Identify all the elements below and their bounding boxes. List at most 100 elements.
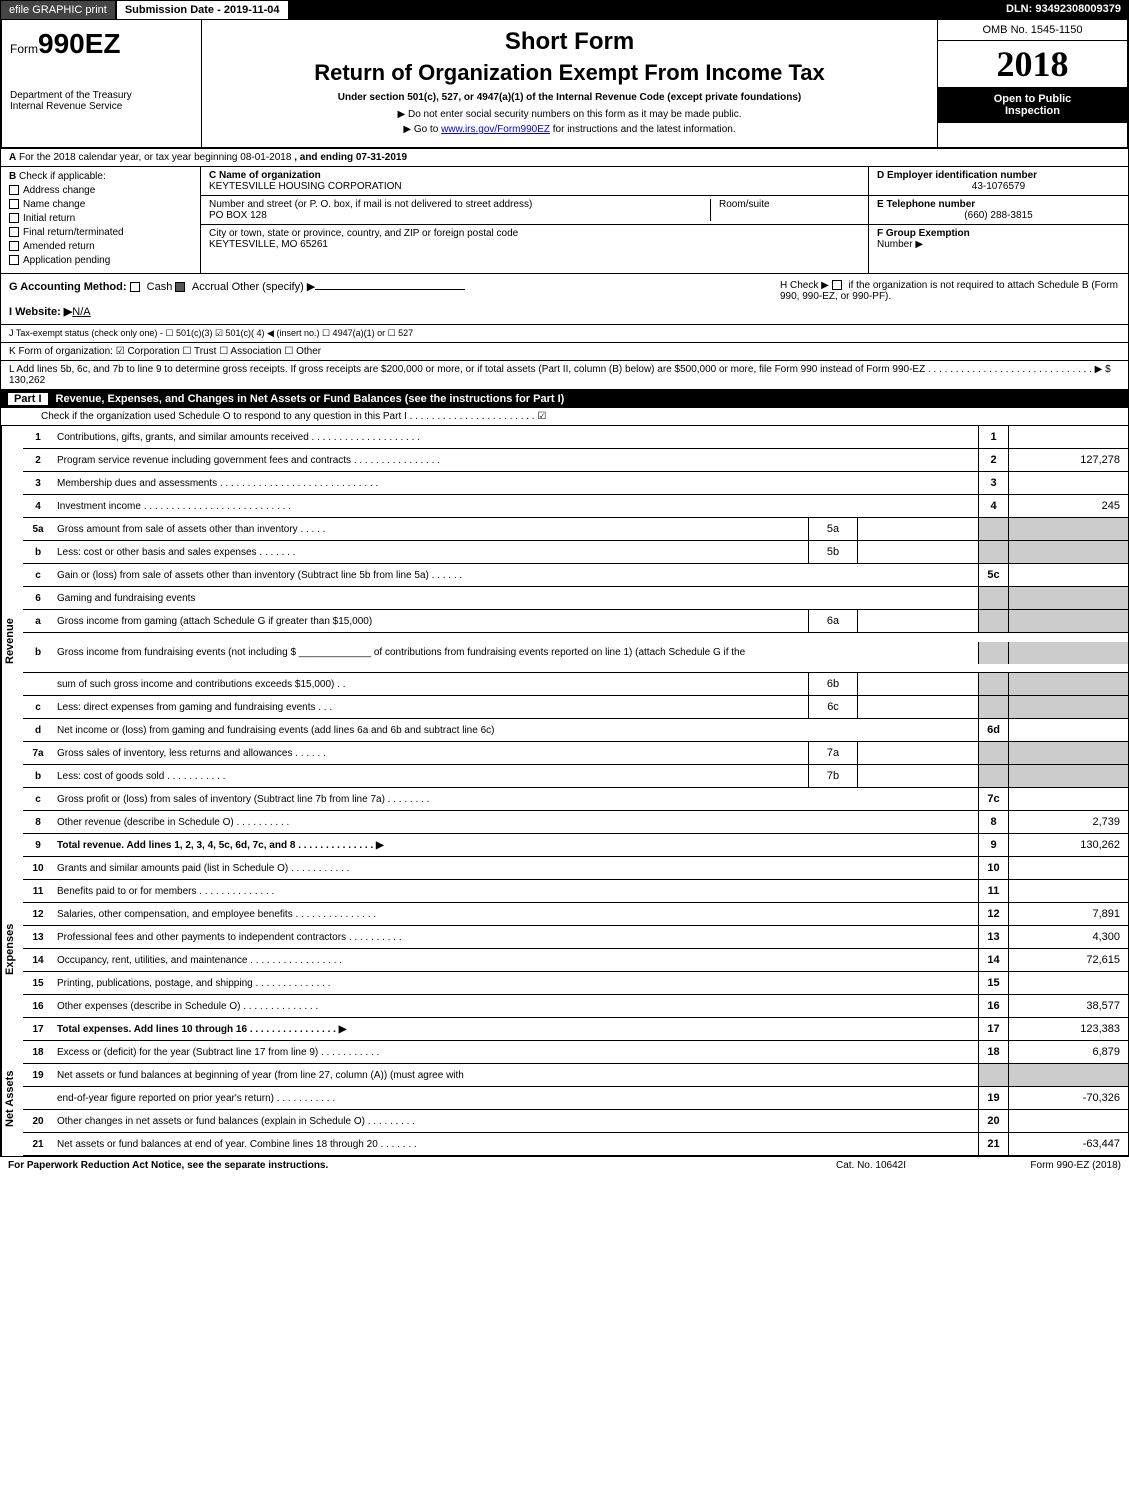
line-4-value: 245	[1008, 495, 1128, 517]
line-18-value: 6,879	[1008, 1041, 1128, 1063]
line-6c: cLess: direct expenses from gaming and f…	[23, 696, 1129, 719]
revenue-side-label: Revenue	[1, 426, 23, 857]
top-bar: efile GRAPHIC print Submission Date - 20…	[0, 0, 1129, 20]
line-10: 10Grants and similar amounts paid (list …	[23, 857, 1129, 880]
line-6d-value	[1008, 719, 1128, 741]
line-21: 21Net assets or fund balances at end of …	[23, 1133, 1129, 1156]
section-b: B Check if applicable: Address change Na…	[1, 167, 201, 273]
line-3-value	[1008, 472, 1128, 494]
line-5c-value	[1008, 564, 1128, 586]
line-19: 19Net assets or fund balances at beginni…	[23, 1064, 1129, 1087]
irs-link[interactable]: www.irs.gov/Form990EZ	[441, 124, 550, 135]
pending-checkbox[interactable]	[9, 255, 19, 265]
room-suite-label: Room/suite	[710, 199, 860, 221]
line-15-value	[1008, 972, 1128, 994]
line-5c: cGain or (loss) from sale of assets othe…	[23, 564, 1129, 587]
line-6b2: sum of such gross income and contributio…	[23, 673, 1129, 696]
part-1-label: Part I	[8, 393, 48, 405]
line-9: 9Total revenue. Add lines 1, 2, 3, 4, 5c…	[23, 834, 1129, 857]
section-k: K Form of organization: ☑ Corporation ☐ …	[0, 343, 1129, 361]
line-6d: dNet income or (loss) from gaming and fu…	[23, 719, 1129, 742]
instruction-2: ▶ Go to www.irs.gov/Form990EZ for instru…	[210, 124, 929, 135]
line-19b: end-of-year figure reported on prior yea…	[23, 1087, 1129, 1110]
tax-year: 2018	[938, 41, 1127, 87]
line-6b: bGross income from fundraising events (n…	[23, 633, 1129, 673]
section-g-row: G Accounting Method: Cash Accrual Other …	[0, 274, 1129, 325]
amended-checkbox[interactable]	[9, 241, 19, 251]
line-19-value: -70,326	[1008, 1087, 1128, 1109]
line-17-value: 123,383	[1008, 1018, 1128, 1040]
final-return-checkbox[interactable]	[9, 227, 19, 237]
org-name: KEYTESVILLE HOUSING CORPORATION	[209, 181, 402, 192]
section-l: L Add lines 5b, 6c, and 7b to line 9 to …	[0, 361, 1129, 390]
netassets-side-label: Net Assets	[1, 1041, 23, 1156]
org-city: KEYTESVILLE, MO 65261	[209, 239, 518, 250]
line-7c: cGross profit or (loss) from sales of in…	[23, 788, 1129, 811]
line-10-value	[1008, 857, 1128, 879]
ein-value: 43-1076579	[877, 181, 1120, 192]
info-grid: B Check if applicable: Address change Na…	[0, 167, 1129, 274]
line-17: 17Total expenses. Add lines 10 through 1…	[23, 1018, 1129, 1041]
line-8-value: 2,739	[1008, 811, 1128, 833]
cash-checkbox[interactable]	[130, 282, 140, 292]
line-7c-value	[1008, 788, 1128, 810]
line-3: 3Membership dues and assessments . . . .…	[23, 472, 1129, 495]
line-5a: 5aGross amount from sale of assets other…	[23, 518, 1129, 541]
part-1-sub: Check if the organization used Schedule …	[0, 408, 1129, 426]
line-1-value	[1008, 426, 1128, 448]
line-4: 4Investment income . . . . . . . . . . .…	[23, 495, 1129, 518]
part-1-header: Part I Revenue, Expenses, and Changes in…	[0, 390, 1129, 408]
name-change-checkbox[interactable]	[9, 199, 19, 209]
addr-change-checkbox[interactable]	[9, 185, 19, 195]
efile-label[interactable]: efile GRAPHIC print	[0, 0, 116, 20]
line-18: 18Excess or (deficit) for the year (Subt…	[23, 1041, 1129, 1064]
line-16-value: 38,577	[1008, 995, 1128, 1017]
section-j: J Tax-exempt status (check only one) - ☐…	[0, 325, 1129, 343]
line-20: 20Other changes in net assets or fund ba…	[23, 1110, 1129, 1133]
dept-treasury: Department of the Treasury	[10, 90, 193, 101]
short-form-title: Short Form	[210, 28, 929, 56]
line-7a: 7aGross sales of inventory, less returns…	[23, 742, 1129, 765]
inspection-box: Open to Public Inspection	[938, 87, 1127, 123]
line-7b: bLess: cost of goods sold . . . . . . . …	[23, 765, 1129, 788]
dln-label: DLN: 93492308009379	[998, 0, 1129, 20]
section-a: A For the 2018 calendar year, or tax yea…	[0, 149, 1129, 167]
omb-number: OMB No. 1545-1150	[938, 20, 1127, 41]
return-title: Return of Organization Exempt From Incom…	[210, 60, 929, 86]
line-15: 15Printing, publications, postage, and s…	[23, 972, 1129, 995]
phone-value: (660) 288-3815	[877, 210, 1120, 221]
form-header: Form990EZ Department of the Treasury Int…	[0, 20, 1129, 149]
paperwork-notice: For Paperwork Reduction Act Notice, see …	[8, 1160, 771, 1171]
form-prefix: Form	[10, 42, 38, 56]
website-value: N/A	[72, 306, 90, 318]
form-number: 990EZ	[38, 28, 121, 59]
line-16: 16Other expenses (describe in Schedule O…	[23, 995, 1129, 1018]
line-11-value	[1008, 880, 1128, 902]
cat-number: Cat. No. 10642I	[771, 1160, 971, 1171]
line-13: 13Professional fees and other payments t…	[23, 926, 1129, 949]
line-11: 11Benefits paid to or for members . . . …	[23, 880, 1129, 903]
line-14-value: 72,615	[1008, 949, 1128, 971]
org-address: PO BOX 128	[209, 210, 532, 221]
line-2: 2Program service revenue including gover…	[23, 449, 1129, 472]
line-6: 6Gaming and fundraising events	[23, 587, 1129, 610]
line-21-value: -63,447	[1008, 1133, 1128, 1155]
line-5b: bLess: cost or other basis and sales exp…	[23, 541, 1129, 564]
line-1: 1Contributions, gifts, grants, and simil…	[23, 426, 1129, 449]
line-8: 8Other revenue (describe in Schedule O) …	[23, 811, 1129, 834]
form-version: Form 990-EZ (2018)	[971, 1160, 1121, 1171]
part-1-title: Revenue, Expenses, and Changes in Net As…	[56, 393, 565, 405]
line-14: 14Occupancy, rent, utilities, and mainte…	[23, 949, 1129, 972]
line-9-value: 130,262	[1008, 834, 1128, 856]
line-12: 12Salaries, other compensation, and empl…	[23, 903, 1129, 926]
initial-return-checkbox[interactable]	[9, 213, 19, 223]
line-12-value: 7,891	[1008, 903, 1128, 925]
page-footer: For Paperwork Reduction Act Notice, see …	[0, 1156, 1129, 1174]
submission-date: Submission Date - 2019-11-04	[116, 0, 289, 20]
expenses-side-label: Expenses	[1, 857, 23, 1041]
accrual-checkbox[interactable]	[175, 282, 185, 292]
schedule-b-checkbox[interactable]	[832, 280, 842, 290]
section-h: H Check ▶ if the organization is not req…	[780, 280, 1120, 318]
group-exemption-label: Number ▶	[877, 239, 1120, 250]
line-2-value: 127,278	[1008, 449, 1128, 471]
